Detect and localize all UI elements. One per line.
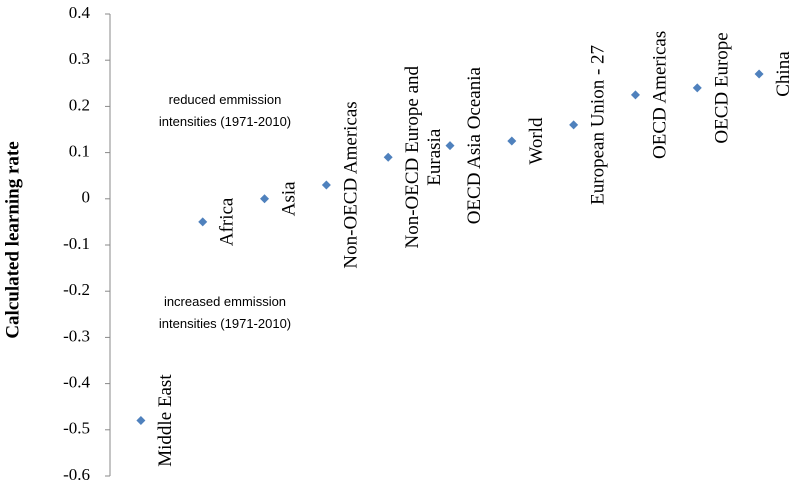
category-label: European Union - 27 [587,44,609,205]
category-label: Middle East [154,374,176,467]
y-tick-label: 0.2 [69,95,90,114]
point [569,120,579,130]
category-label: OECD Asia Oceania [464,67,485,225]
y-tick-label: -0.2 [63,280,90,299]
point [383,152,393,162]
category-label: China [773,51,795,97]
point [692,83,702,93]
y-tick-label: 0.4 [69,3,91,22]
y-tick-label: -0.3 [63,326,90,345]
point [136,416,146,426]
point [507,136,517,146]
point [321,180,331,190]
category-label: Africa [216,197,238,247]
category-label: OECD Americas [649,30,671,159]
category-label: Non-OECD Europe and Eurasia [402,65,446,249]
category-label: Non-OECD Americas [340,101,362,269]
category-label: OECD Europe [711,32,733,144]
y-tick-label: 0.3 [69,49,90,68]
point [260,194,270,204]
point [754,69,764,79]
category-label: World [525,117,547,165]
y-tick-label: 0.1 [69,142,90,161]
point [445,141,455,151]
y-tick-label: -0.6 [63,465,90,484]
y-tick-label: -0.4 [63,373,90,392]
y-tick-label: 0 [82,188,91,207]
y-tick-label: -0.5 [63,419,90,438]
annotation: increased emmission intensities (1971-20… [158,294,292,331]
y-tick-label: -0.1 [63,234,90,253]
y-axis-label: Calculated learning rate [2,141,23,338]
point [630,90,640,100]
category-label: Asia [278,181,300,217]
point [198,217,208,227]
annotation: reduced emmission intensities (1971-2010… [158,92,292,129]
